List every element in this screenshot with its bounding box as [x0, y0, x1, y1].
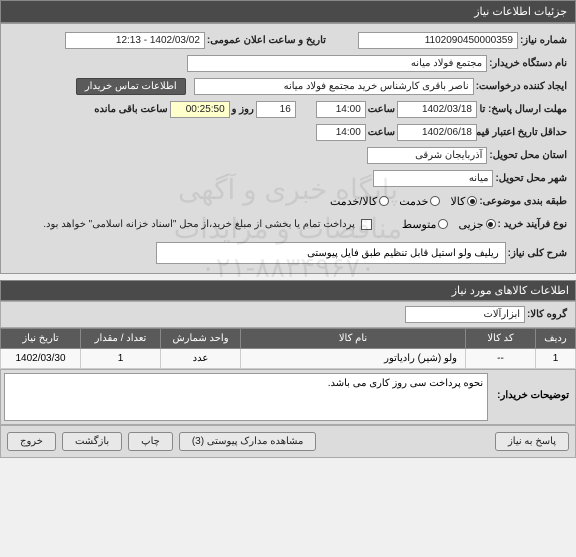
process-medium[interactable]: متوسط	[402, 218, 449, 231]
cell-name: ولو (شیر) رادیاتور	[241, 349, 466, 369]
items-table: ردیف کد کالا نام کالا واحد شمارش تعداد /…	[0, 328, 576, 369]
category-label: طبقه بندی موضوعی:	[477, 196, 569, 207]
validity-label: حداقل تاریخ اعتبار قیمت: تا تاریخ:	[477, 127, 569, 138]
group-label: گروه کالا:	[525, 309, 569, 320]
table-row[interactable]: 1 -- ولو (شیر) رادیاتور عدد 1 1402/03/30	[1, 349, 576, 369]
reply-button[interactable]: پاسخ به نیاز	[495, 432, 569, 451]
payment-note-text: پرداخت تمام یا بخشی از مبلغ خرید،از محل …	[41, 219, 357, 230]
deadline-date-field: 1402/03/18	[397, 101, 477, 118]
radio-icon	[430, 196, 440, 206]
table-header-row: ردیف کد کالا نام کالا واحد شمارش تعداد /…	[1, 329, 576, 349]
checkbox-icon	[361, 219, 372, 230]
process-small[interactable]: جزیی	[458, 218, 495, 231]
cat-both-label: کالا/خدمت	[330, 195, 377, 208]
announce-label: تاریخ و ساعت اعلان عمومی:	[205, 35, 328, 46]
city-label: شهر محل تحویل:	[493, 173, 569, 184]
group-field: ابزارآلات	[405, 306, 525, 323]
proc-medium-label: متوسط	[402, 218, 437, 231]
cell-date: 1402/03/30	[1, 349, 81, 369]
th-row: ردیف	[536, 329, 576, 349]
category-both[interactable]: کالا/خدمت	[330, 195, 389, 208]
creator-field: ناصر باقری کارشناس خرید مجتمع فولاد میان…	[194, 78, 474, 95]
items-header-text: اطلاعات کالاهای مورد نیاز	[452, 285, 569, 297]
category-khadamat[interactable]: خدمت	[399, 195, 440, 208]
notes-box: نحوه پرداخت سی روز کاری می باشد.	[4, 373, 488, 421]
category-kala[interactable]: کالا	[450, 195, 477, 208]
announce-field: 1402/03/02 - 12:13	[65, 32, 205, 49]
cell-row: 1	[536, 349, 576, 369]
payment-note-check[interactable]: پرداخت تمام یا بخشی از مبلغ خرید،از محل …	[41, 219, 372, 230]
notes-label: توضیحات خریدار:	[491, 370, 575, 424]
days-field: 16	[256, 101, 296, 118]
proc-small-label: جزیی	[458, 218, 483, 231]
buyer-label: نام دستگاه خریدار:	[487, 58, 569, 69]
radio-checked-icon	[486, 219, 496, 229]
form-panel: شماره نیاز: 1102090450000359 تاریخ و ساع…	[0, 23, 576, 274]
need-no-label: شماره نیاز:	[518, 35, 569, 46]
exit-button[interactable]: خروج	[7, 432, 56, 451]
cell-code: --	[466, 349, 536, 369]
cell-qty: 1	[81, 349, 161, 369]
attachments-button[interactable]: مشاهده مدارک پیوستی (3)	[179, 432, 317, 451]
cat-khadamat-label: خدمت	[399, 195, 428, 208]
time-label-1: ساعت	[366, 104, 397, 115]
th-code: کد کالا	[466, 329, 536, 349]
cell-unit: عدد	[161, 349, 241, 369]
radio-icon	[379, 196, 389, 206]
province-label: استان محل تحویل:	[487, 150, 569, 161]
deadline-time-field: 14:00	[316, 101, 366, 118]
buyer-field: مجتمع فولاد میانه	[187, 55, 487, 72]
back-button[interactable]: بازگشت	[62, 432, 122, 451]
desc-label: شرح کلی نیاز:	[506, 248, 569, 259]
days-label: روز و	[230, 104, 256, 115]
group-row: گروه کالا: ابزارآلات	[0, 301, 576, 328]
creator-label: ایجاد کننده درخواست:	[474, 81, 569, 92]
remaining-time-field: 00:25:50	[170, 101, 230, 118]
remaining-label: ساعت باقی مانده	[92, 104, 169, 115]
print-button[interactable]: چاپ	[128, 432, 173, 451]
radio-checked-icon	[467, 196, 477, 206]
th-date: تاریخ نیاز	[1, 329, 81, 349]
contact-button[interactable]: اطلاعات تماس خریدار	[76, 78, 186, 95]
city-field: میانه	[373, 170, 493, 187]
notes-section: توضیحات خریدار: نحوه پرداخت سی روز کاری …	[0, 369, 576, 425]
validity-date-field: 1402/06/18	[397, 124, 477, 141]
th-qty: تعداد / مقدار	[81, 329, 161, 349]
th-unit: واحد شمارش	[161, 329, 241, 349]
cat-kala-label: کالا	[450, 195, 465, 208]
province-field: آذربایجان شرقی	[367, 147, 487, 164]
process-label: نوع فرآیند خرید :	[496, 219, 569, 230]
deadline-label: مهلت ارسال پاسخ: تا تاریخ:	[477, 104, 569, 115]
desc-field: ریلیف ولو استیل قابل تنظیم طبق فایل پیوس…	[156, 242, 506, 264]
window-title: جزئیات اطلاعات نیاز	[474, 6, 567, 18]
time-label-2: ساعت	[366, 127, 397, 138]
radio-icon	[438, 219, 448, 229]
validity-time-field: 14:00	[316, 124, 366, 141]
th-name: نام کالا	[241, 329, 466, 349]
footer-bar: پاسخ به نیاز مشاهده مدارک پیوستی (3) چاپ…	[0, 425, 576, 458]
need-no-field: 1102090450000359	[358, 32, 518, 49]
items-header: اطلاعات کالاهای مورد نیاز	[0, 280, 576, 301]
window-header: جزئیات اطلاعات نیاز	[0, 0, 576, 23]
